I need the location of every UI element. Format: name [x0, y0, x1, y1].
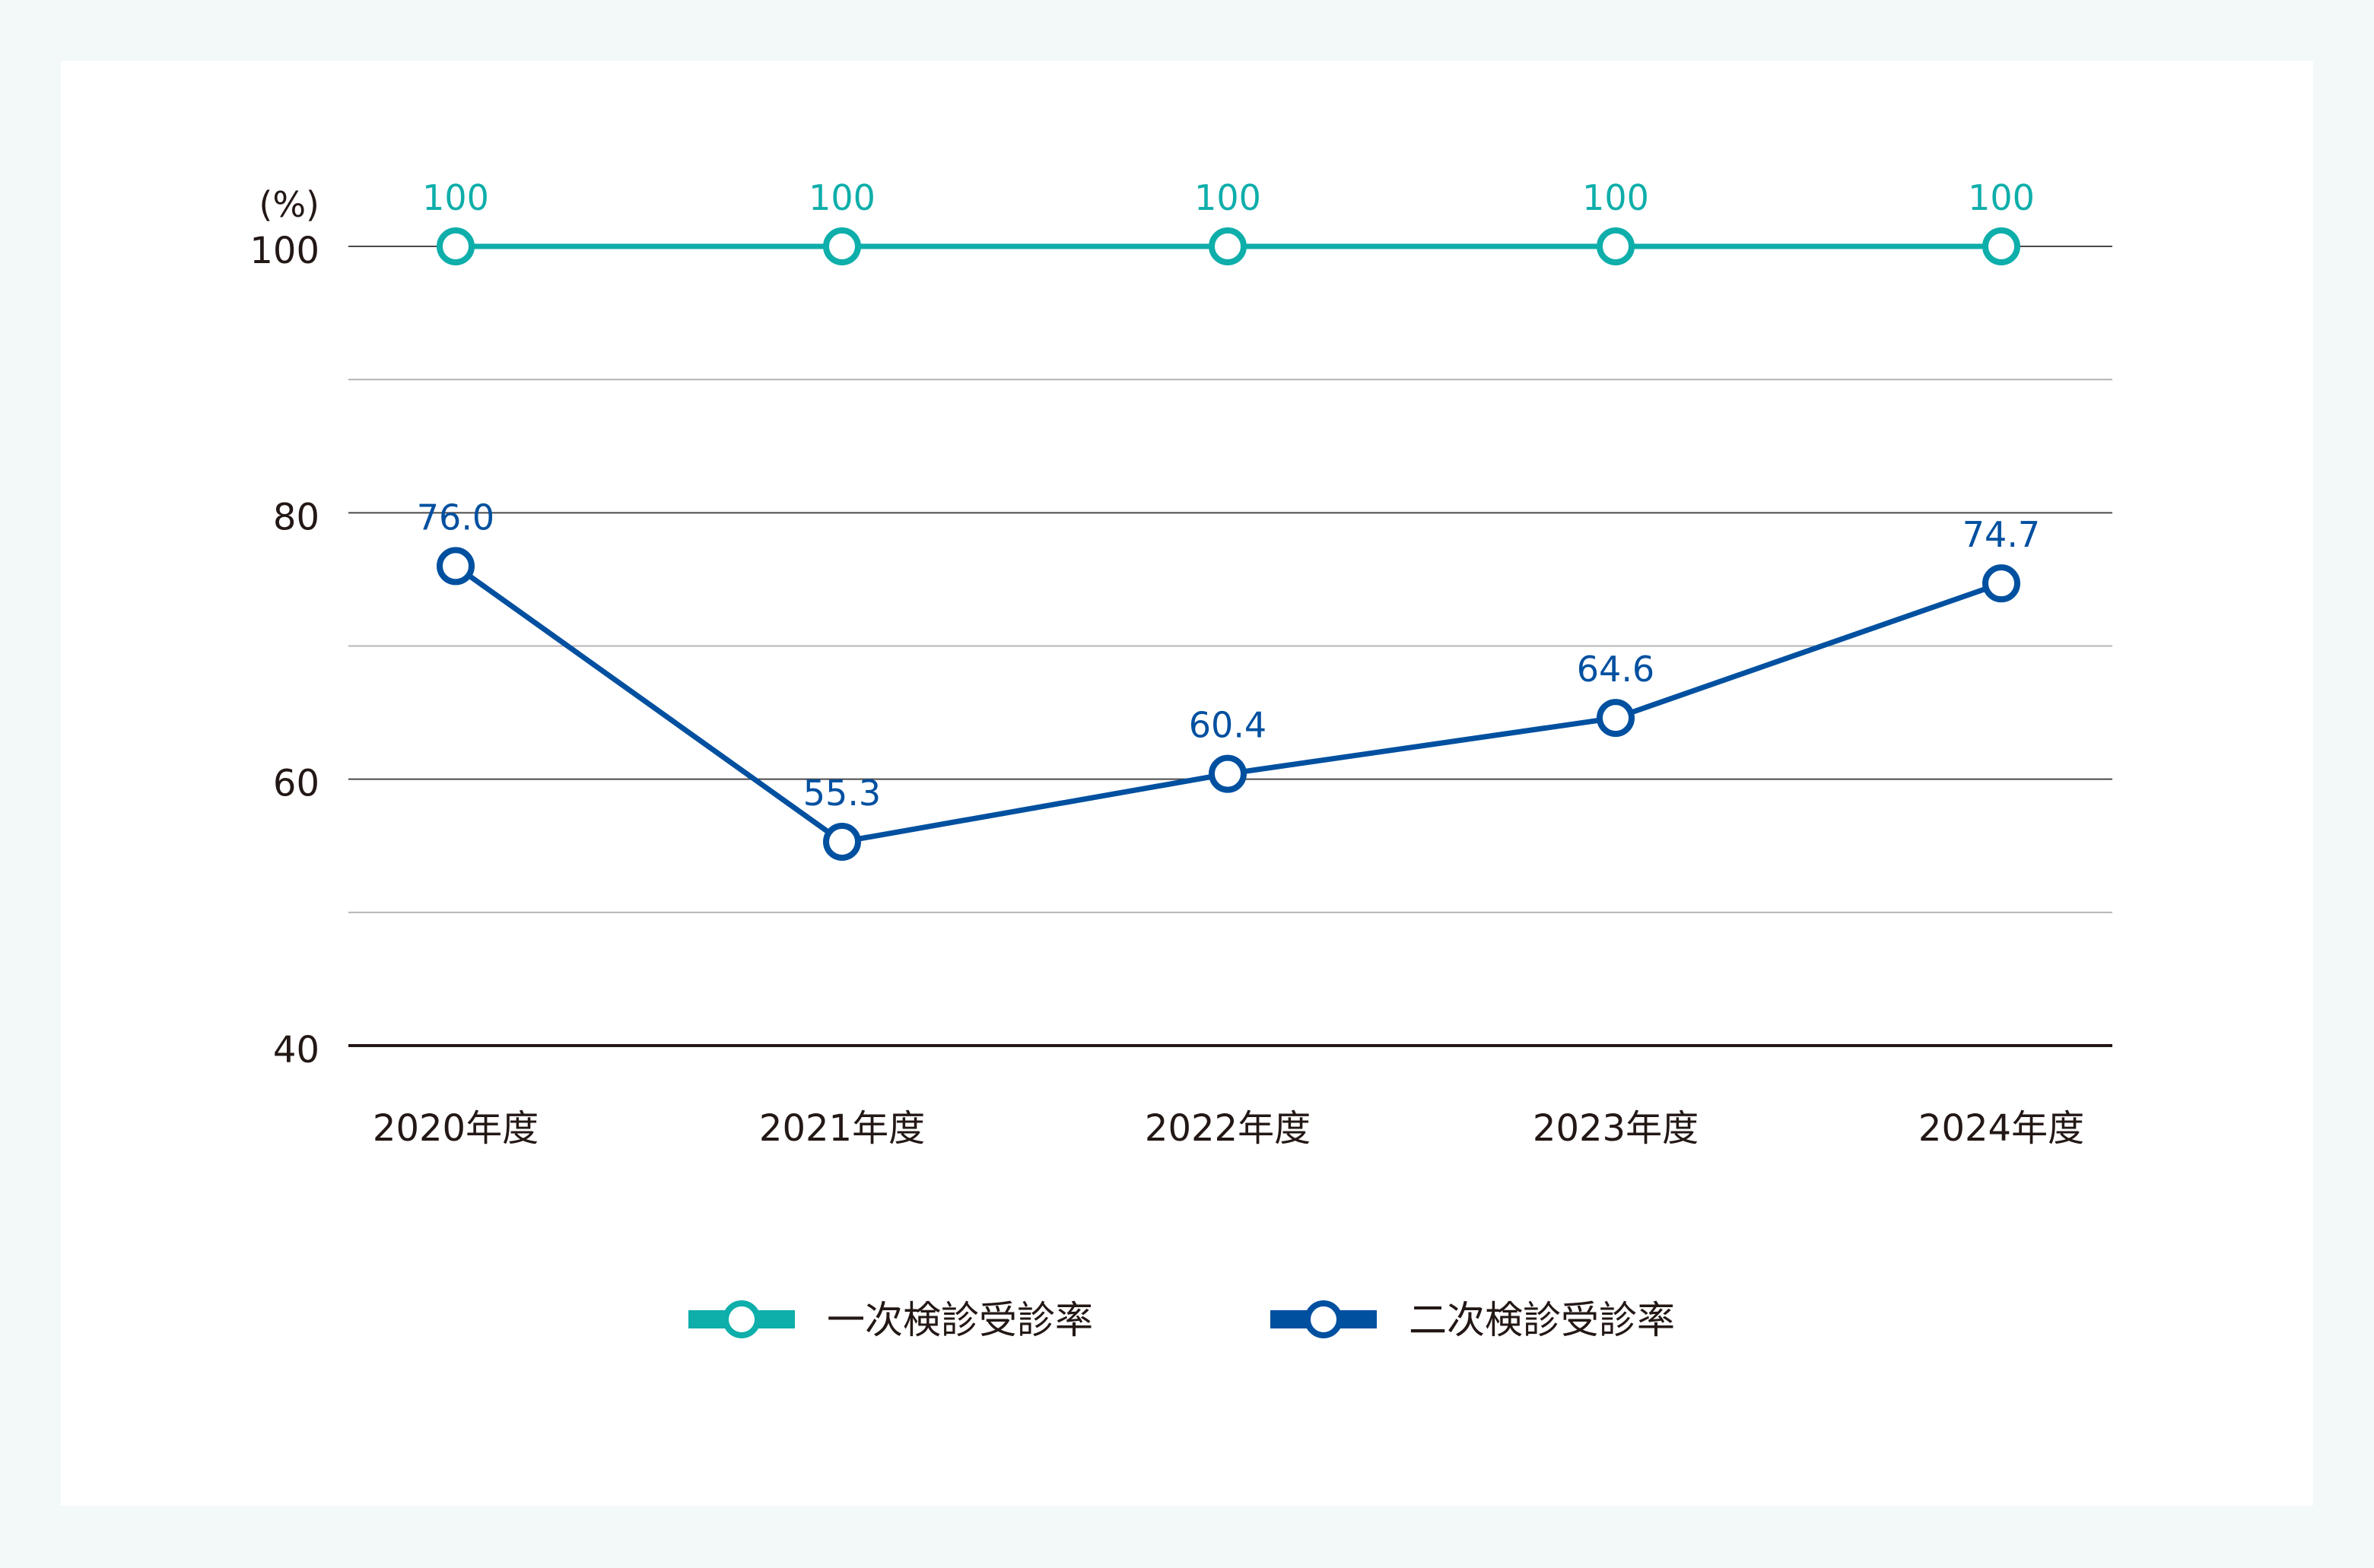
legend-marker-icon [1305, 1300, 1343, 1338]
data-label: 100 [1968, 177, 2035, 218]
y-tick-label: 40 [273, 1029, 319, 1071]
data-label: 100 [1582, 177, 1649, 218]
data-label: 74.7 [1962, 514, 2040, 555]
x-tick-label: 2022年度 [1145, 1107, 1311, 1150]
data-point [1209, 754, 1247, 793]
legend-label: 一次検診受診率 [827, 1298, 1093, 1342]
legend-marker-icon [723, 1300, 761, 1338]
y-tick-label: 60 [273, 763, 319, 805]
x-tick-label: 2024年度 [1918, 1107, 2084, 1150]
data-point [1982, 227, 2020, 265]
data-point [1209, 227, 1247, 265]
data-label: 64.6 [1577, 649, 1654, 690]
data-point [823, 227, 861, 265]
y-tick-label: 80 [273, 496, 319, 538]
data-point [1597, 699, 1635, 738]
x-tick-label: 2021年度 [759, 1107, 925, 1150]
y-axis-unit-label: (%) [259, 184, 319, 225]
x-tick-label: 2023年度 [1533, 1107, 1699, 1150]
data-label: 100 [809, 177, 876, 218]
data-label: 76.0 [417, 497, 494, 538]
data-point [437, 547, 475, 586]
data-label: 100 [1194, 177, 1261, 218]
data-label: 60.4 [1189, 705, 1266, 746]
data-point [437, 227, 475, 265]
data-point [823, 822, 861, 861]
data-point [1597, 227, 1635, 265]
data-label: 55.3 [803, 773, 881, 814]
y-tick-label: 100 [249, 230, 319, 272]
x-tick-label: 2020年度 [373, 1107, 539, 1150]
data-label: 100 [422, 177, 489, 218]
data-point [1982, 564, 2020, 603]
legend-label: 二次検診受診率 [1409, 1298, 1675, 1342]
